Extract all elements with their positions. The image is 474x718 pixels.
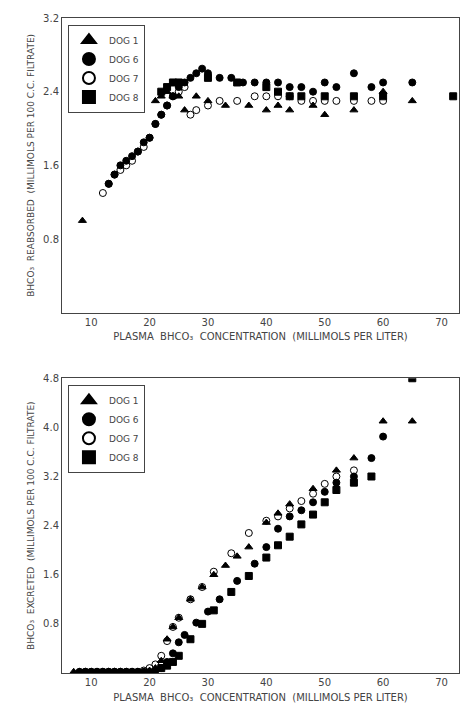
svg-text:DOG 8: DOG 8 bbox=[109, 453, 139, 463]
svg-text:DOG 1: DOG 1 bbox=[109, 36, 139, 46]
svg-text:PLASMA BHCO₃ CONCENTRATION: PLASMA BHCO₃ CONCENTRATION (MILLIMOLS PE… bbox=[113, 692, 408, 703]
svg-text:0.8: 0.8 bbox=[43, 618, 59, 629]
svg-text:4.0: 4.0 bbox=[43, 422, 59, 433]
svg-text:DOG 6: DOG 6 bbox=[109, 55, 139, 65]
svg-text:DOG 8: DOG 8 bbox=[109, 93, 139, 103]
svg-text:20: 20 bbox=[143, 317, 156, 328]
svg-text:4.8: 4.8 bbox=[43, 373, 59, 384]
svg-text:2.4: 2.4 bbox=[43, 86, 59, 97]
svg-text:PLASMA BHCO₃ CONCENTRATION: PLASMA BHCO₃ CONCENTRATION (MILLIMOLS PE… bbox=[113, 331, 408, 342]
svg-text:DOG 7: DOG 7 bbox=[109, 434, 139, 444]
svg-text:3.2: 3.2 bbox=[43, 13, 59, 24]
svg-text:50: 50 bbox=[318, 677, 331, 688]
svg-text:60: 60 bbox=[377, 317, 390, 328]
svg-text:70: 70 bbox=[435, 677, 448, 688]
svg-text:30: 30 bbox=[202, 677, 215, 688]
svg-text:3.2: 3.2 bbox=[43, 471, 59, 482]
svg-text:40: 40 bbox=[260, 317, 273, 328]
svg-text:70: 70 bbox=[435, 317, 448, 328]
svg-text:30: 30 bbox=[202, 317, 215, 328]
svg-text:0.8: 0.8 bbox=[43, 234, 59, 245]
svg-text:BHCO₃ REABSORBED (MILLIMOLS: BHCO₃ REABSORBED (MILLIMOLS PER 100 C.C.… bbox=[26, 34, 36, 297]
svg-text:DOG 1: DOG 1 bbox=[109, 396, 139, 406]
svg-text:2.4: 2.4 bbox=[43, 520, 59, 531]
svg-text:10: 10 bbox=[85, 677, 98, 688]
svg-text:10: 10 bbox=[85, 317, 98, 328]
svg-text:BHCO₃ EXCRETED (MILLIMOLS PE: BHCO₃ EXCRETED (MILLIMOLS PER 100 C.C. F… bbox=[26, 401, 36, 650]
svg-text:DOG 6: DOG 6 bbox=[109, 415, 139, 425]
svg-text:1.6: 1.6 bbox=[43, 160, 59, 171]
svg-text:1.6: 1.6 bbox=[43, 569, 59, 580]
svg-text:DOG 7: DOG 7 bbox=[109, 74, 139, 84]
svg-text:50: 50 bbox=[318, 317, 331, 328]
svg-text:20: 20 bbox=[143, 677, 156, 688]
svg-text:60: 60 bbox=[377, 677, 390, 688]
svg-text:40: 40 bbox=[260, 677, 273, 688]
